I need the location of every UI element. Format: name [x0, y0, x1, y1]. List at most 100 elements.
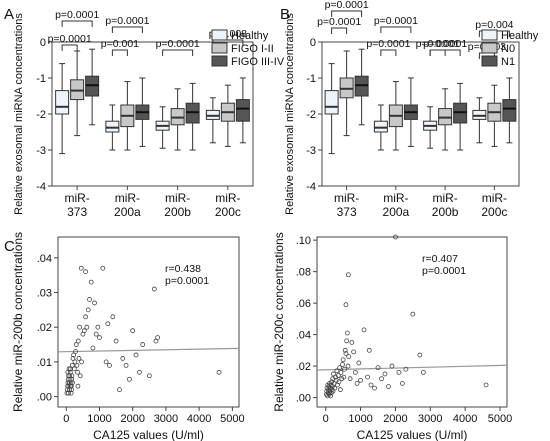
data-point: [410, 311, 416, 317]
data-point: [113, 338, 119, 344]
data-point: [73, 342, 79, 347]
legend-swatch: [481, 55, 498, 67]
y-tick-label: .04: [296, 330, 311, 342]
data-point: [71, 352, 77, 358]
data-point: [136, 369, 142, 375]
x-tick-label: miR-: [64, 191, 89, 205]
data-point: [338, 369, 344, 375]
p-value-annotation: p=0.0001: [423, 38, 467, 50]
data-point: [71, 366, 77, 372]
data-point: [92, 300, 97, 306]
data-point: [343, 302, 349, 308]
significance-bracket: [380, 49, 397, 56]
y-tick-label: -4: [36, 181, 46, 193]
significance-bracket: [61, 44, 78, 51]
data-point: [74, 362, 80, 368]
legend-label: N0: [501, 43, 515, 55]
y-tick-label: .01: [37, 357, 52, 369]
x-tick-label: miR-: [115, 191, 140, 205]
data-point: [66, 383, 72, 389]
data-point: [356, 360, 362, 366]
p-value-annotation: p=0.0001: [416, 38, 460, 50]
scatter-chart-mir200b: 0 1000 2000 3000 4000 5000 .00 .01 .02 .03 .04 CA12…: [11, 232, 245, 441]
data-point: [75, 369, 80, 375]
y-tick-label: .04: [37, 253, 52, 265]
data-point: [396, 369, 402, 375]
x-tick-label: 4000: [187, 413, 211, 425]
data-point: [105, 321, 111, 327]
legend-label: FIGO III-IV: [231, 56, 285, 68]
data-point: [117, 387, 122, 393]
y-tick-label: .00: [37, 392, 52, 404]
y-tick-label: .03: [37, 288, 52, 300]
correlation-stat: r=0.438: [165, 263, 201, 275]
data-point: [73, 349, 79, 354]
data-point: [337, 365, 343, 371]
p-value-annotation: p=0.004: [475, 19, 513, 31]
plot-frame: [316, 236, 508, 408]
significance-bracket: [111, 49, 128, 56]
box: [373, 120, 388, 133]
data-point: [120, 356, 126, 361]
significance-bracket: [162, 49, 194, 56]
x-tick-label: 200a: [114, 205, 141, 219]
box: [324, 90, 339, 115]
data-point: [130, 328, 136, 334]
data-point: [68, 390, 74, 396]
y-tick-label: -1: [306, 73, 316, 85]
boxplot-chart-a: 0 -1 -2 -3 -4 Relative exosomal miRNA concent…: [13, 9, 285, 219]
y-tick-label: -3: [306, 145, 316, 157]
data-point: [68, 383, 73, 389]
data-point: [77, 373, 83, 379]
x-tick-label: 1000: [87, 413, 111, 425]
data-point: [375, 365, 381, 371]
box: [502, 99, 517, 122]
data-point: [70, 380, 75, 386]
regression-line: [57, 347, 240, 353]
data-point: [66, 390, 71, 396]
data-point: [346, 354, 352, 360]
significance-bracket: [331, 10, 363, 17]
panel-label-a: A: [4, 6, 14, 23]
y-tick-label: .10: [296, 235, 311, 247]
x-tick-label: 373: [67, 205, 87, 219]
data-point: [133, 352, 139, 358]
data-point: [69, 362, 75, 368]
data-point: [77, 324, 82, 330]
data-point: [335, 373, 341, 378]
data-point: [90, 345, 96, 351]
x-tick-label: 200c: [481, 205, 507, 219]
legend-swatch: [481, 29, 498, 41]
data-point: [336, 379, 342, 385]
significance-bracket: [61, 20, 93, 27]
data-point: [379, 376, 384, 382]
data-point: [87, 297, 92, 302]
correlation-stat: r=0.407: [422, 253, 458, 265]
scatter-chart-mir200c: 0 1000 2000 3000 4000 5000 .00 .02 .04 .06 .08 .10 C…: [272, 232, 512, 441]
data-point: [75, 338, 81, 344]
data-point: [400, 380, 405, 386]
data-point: [366, 347, 372, 353]
x-tick-label: miR-: [215, 191, 240, 205]
data-point: [85, 307, 91, 313]
data-point: [100, 265, 106, 271]
x-tick-label: 200b: [432, 205, 459, 219]
x-axis-label: CA125 values (U/ml): [93, 428, 204, 441]
data-point: [420, 369, 426, 375]
y-tick-label: .02: [296, 361, 311, 373]
data-point: [69, 373, 75, 379]
data-point: [345, 363, 351, 369]
data-point: [347, 376, 353, 382]
x-tick-label: 5000: [220, 413, 244, 425]
data-point: [151, 286, 157, 292]
box: [55, 90, 70, 115]
data-point: [337, 387, 343, 393]
y-axis-label: Relative miR-200b concentrations: [11, 232, 25, 412]
data-point: [216, 369, 222, 375]
regression-line: [316, 364, 508, 371]
legend-label: N1: [501, 56, 515, 68]
significance-bracket: [380, 26, 412, 33]
data-point: [332, 385, 338, 391]
data-point: [140, 342, 146, 347]
